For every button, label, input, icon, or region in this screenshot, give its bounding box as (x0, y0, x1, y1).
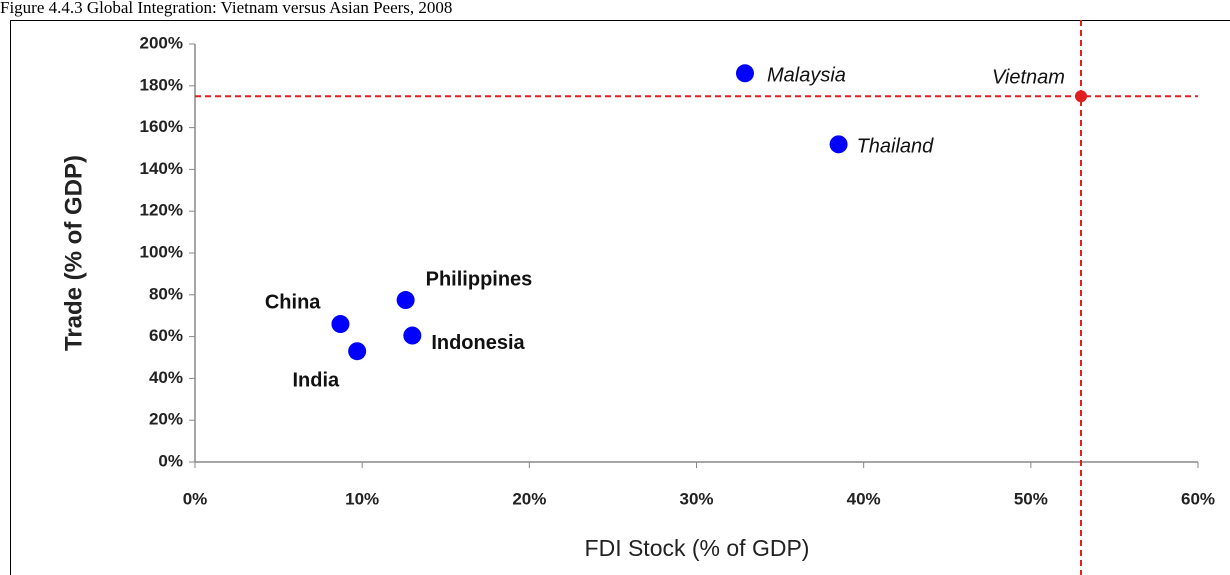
y-tick-label: 80% (149, 284, 183, 303)
point-label: Philippines (426, 268, 533, 290)
point-label: China (265, 291, 321, 313)
x-axis-label: FDI Stock (% of GDP) (585, 535, 810, 561)
y-tick-label: 120% (140, 201, 183, 220)
x-tick-label: 10% (345, 489, 379, 508)
point (331, 315, 350, 334)
point (1074, 90, 1087, 103)
point-label: Vietnam (992, 67, 1065, 89)
y-tick-label: 140% (140, 159, 183, 178)
x-tick-label: 60% (1181, 489, 1215, 508)
y-tick-label: 180% (140, 75, 183, 94)
point (735, 64, 754, 83)
point (829, 135, 848, 154)
point-label: India (292, 370, 340, 392)
point-label: Indonesia (431, 332, 525, 354)
frame (10, 20, 1230, 575)
point-label: Malaysia (767, 65, 846, 87)
y-tick-label: 200% (140, 33, 183, 52)
point (348, 342, 367, 361)
y-axis-label: Trade (% of GDP) (60, 155, 87, 351)
y-tick-label: 20% (149, 410, 183, 429)
point (403, 326, 422, 345)
x-tick-label: 20% (512, 489, 546, 508)
y-tick-label: 160% (140, 117, 183, 136)
x-tick-label: 0% (183, 489, 208, 508)
x-tick-label: 50% (1014, 489, 1048, 508)
x-tick-label: 40% (847, 489, 881, 508)
point-label: Thailand (857, 136, 935, 158)
point (396, 291, 415, 310)
y-tick-label: 60% (149, 326, 183, 345)
chart-title: Figure 4.4.3 Global Integration: Vietnam… (0, 0, 452, 17)
y-tick-label: 40% (149, 368, 183, 387)
y-tick-label: 0% (158, 451, 183, 470)
x-tick-label: 30% (679, 489, 713, 508)
y-tick-label: 100% (140, 242, 183, 261)
